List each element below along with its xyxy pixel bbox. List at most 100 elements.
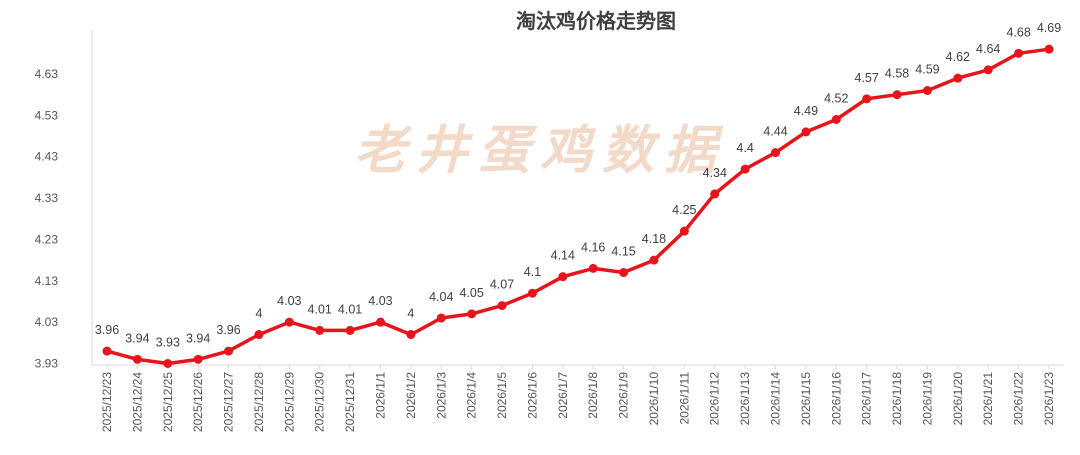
y-tick-label: 4.33 <box>35 191 59 205</box>
x-tick-label: 2026/1/21 <box>981 372 995 426</box>
data-point <box>558 272 568 282</box>
data-point <box>953 73 963 83</box>
data-label: 4.69 <box>1037 21 1061 35</box>
chart-watermark: 老井蛋鸡数据 <box>354 120 726 181</box>
x-tick-label: 2025/12/25 <box>161 372 175 432</box>
y-tick-label: 4.13 <box>35 274 59 288</box>
data-point <box>163 359 173 368</box>
x-tick-label: 2026/1/10 <box>647 372 661 426</box>
data-labels: 3.96 3.94 3.93 3.94 3.96 4 4.03 4.01 4.01 4.03 4 4.… <box>95 21 1061 349</box>
data-point <box>619 268 629 278</box>
data-label: 4.03 <box>277 294 301 308</box>
y-tick-label: 3.93 <box>35 357 59 371</box>
y-axis-ticks: 3.93 4.03 4.13 4.23 4.33 4.43 4.53 4.63 <box>35 67 59 371</box>
data-label: 3.94 <box>125 331 149 345</box>
data-point <box>315 325 325 335</box>
x-tick-label: 2025/12/23 <box>100 372 114 432</box>
y-tick-label: 4.63 <box>35 67 59 81</box>
x-tick-label: 2026/1/1 <box>373 372 387 419</box>
data-point <box>771 148 781 158</box>
chart-title: 淘汰鸡价格走势图 <box>516 9 676 33</box>
data-label: 4.04 <box>429 290 453 304</box>
data-point <box>679 226 689 236</box>
data-label: 3.96 <box>216 323 240 337</box>
x-tick-label: 2026/1/6 <box>525 372 539 419</box>
data-label: 4 <box>255 307 262 321</box>
x-tick-label: 2026/1/22 <box>1012 372 1026 426</box>
data-label: 4.49 <box>794 104 818 118</box>
data-point <box>132 354 142 364</box>
y-tick-label: 4.53 <box>35 108 59 122</box>
x-tick-label: 2026/1/4 <box>465 372 479 419</box>
data-point <box>831 114 841 124</box>
data-label: 4.01 <box>308 302 332 316</box>
data-label: 4.58 <box>885 67 909 81</box>
x-tick-label: 2025/12/31 <box>343 372 357 432</box>
data-point <box>193 354 203 364</box>
data-point <box>892 90 902 100</box>
x-tick-label: 2025/12/26 <box>191 372 205 432</box>
data-label: 4.07 <box>490 278 514 292</box>
data-point <box>527 288 537 298</box>
data-label: 4.14 <box>551 249 575 263</box>
data-point <box>284 317 294 327</box>
x-tick-label: 2026/1/8 <box>586 372 600 419</box>
data-label: 4.01 <box>338 302 362 316</box>
x-tick-label: 2025/12/24 <box>130 372 144 432</box>
data-label: 4.68 <box>1006 25 1030 39</box>
data-label: 4.59 <box>915 63 939 77</box>
data-label: 3.94 <box>186 331 210 345</box>
data-label: 4.18 <box>642 232 666 246</box>
data-label: 3.93 <box>156 336 180 350</box>
x-tick-label: 2025/12/28 <box>252 372 266 432</box>
x-tick-label: 2026/1/7 <box>556 372 570 419</box>
x-tick-label: 2026/1/17 <box>860 372 874 426</box>
data-label: 4.34 <box>703 166 727 180</box>
data-point <box>588 263 598 273</box>
data-label: 4.15 <box>611 245 635 259</box>
data-point <box>406 330 416 340</box>
data-point <box>710 189 720 199</box>
x-axis-ticks: 2025/12/23 2025/12/24 2025/12/25 2025/12/26… <box>100 365 1056 432</box>
x-tick-label: 2026/1/5 <box>495 372 509 419</box>
data-label: 4.57 <box>855 71 879 85</box>
x-tick-label: 2026/1/2 <box>404 372 418 419</box>
data-point <box>862 94 872 104</box>
y-tick-label: 4.43 <box>35 150 59 164</box>
data-point <box>922 86 932 96</box>
data-point <box>436 313 446 323</box>
x-tick-label: 2025/12/27 <box>222 372 236 432</box>
data-point <box>254 330 264 340</box>
x-tick-label: 2026/1/18 <box>890 372 904 426</box>
x-tick-label: 2026/1/15 <box>799 372 813 426</box>
x-tick-label: 2025/12/30 <box>313 372 327 432</box>
data-label: 4.62 <box>946 50 970 64</box>
data-label: 4.25 <box>672 203 696 217</box>
x-tick-label: 2026/1/3 <box>434 372 448 419</box>
data-point <box>983 65 993 75</box>
data-label: 4.44 <box>763 125 787 139</box>
series-line <box>105 47 1051 366</box>
data-label: 4.52 <box>824 91 848 105</box>
data-point <box>224 346 234 356</box>
series-group <box>102 44 1054 368</box>
data-point <box>497 301 507 311</box>
data-label: 4.16 <box>581 240 605 254</box>
x-tick-label: 2026/1/19 <box>920 372 934 426</box>
data-label: 4 <box>407 307 414 321</box>
data-point <box>345 325 355 335</box>
x-tick-label: 2026/1/13 <box>738 372 752 426</box>
x-tick-label: 2026/1/16 <box>829 372 843 426</box>
y-tick-label: 4.03 <box>35 315 59 329</box>
data-label: 4.03 <box>368 294 392 308</box>
data-label: 3.96 <box>95 323 119 337</box>
x-tick-label: 2026/1/9 <box>617 372 631 419</box>
x-tick-label: 2026/1/11 <box>677 372 691 425</box>
data-point <box>375 317 385 327</box>
y-tick-label: 4.23 <box>35 232 59 246</box>
x-tick-label: 2026/1/12 <box>708 372 722 426</box>
data-point <box>1014 48 1024 58</box>
data-point <box>1044 44 1054 54</box>
data-label: 4.4 <box>736 141 753 155</box>
